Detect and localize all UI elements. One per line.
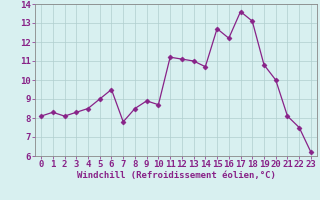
X-axis label: Windchill (Refroidissement éolien,°C): Windchill (Refroidissement éolien,°C): [76, 171, 276, 180]
